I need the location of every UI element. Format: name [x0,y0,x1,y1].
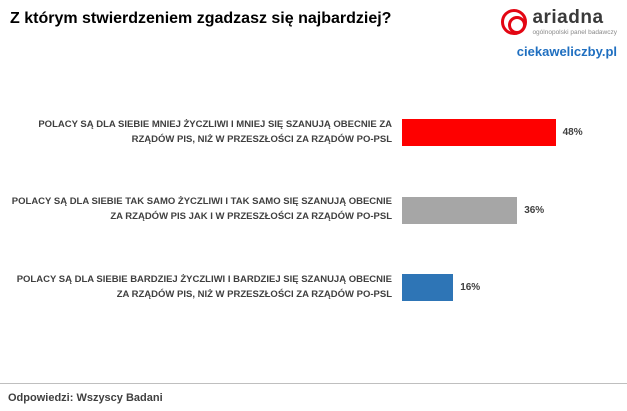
chart-row: POLACY SĄ DLA SIEBIE MNIEJ ŻYCZLIWI I MN… [10,118,617,147]
brand-name: ariadna [532,7,604,28]
logo-row: ariadna ogólnopolski panel badawczy [501,8,617,36]
chart-row: POLACY SĄ DLA SIEBIE TAK SAMO ŻYCZLIWI I… [10,195,617,224]
chart-row: POLACY SĄ DLA SIEBIE BARDZIEJ ŻYCZLIWI I… [10,273,617,302]
ariadna-logo-icon [501,9,528,35]
brand-block: ariadna ogólnopolski panel badawczy ciek… [501,8,617,59]
bar-red [402,119,556,147]
bar-label: POLACY SĄ DLA SIEBIE MNIEJ ŻYCZLIWI I MN… [38,119,392,145]
bar-value-label: 36% [524,204,545,216]
bar-label: POLACY SĄ DLA SIEBIE TAK SAMO ŻYCZLIWI I… [11,196,392,223]
bar-blue [402,274,454,302]
site-link[interactable]: ciekaweliczby.pl [516,44,617,59]
footer-divider [0,383,627,384]
bar-gray [402,196,518,224]
bar-value-label: 16% [460,282,481,294]
bar-track: 16% [402,274,617,302]
bar-track: 48% [402,119,617,147]
footer-answers: Odpowiedzi: Wszyscy Badani [8,392,163,404]
bar-track: 36% [402,196,617,224]
bar-value-label: 48% [562,127,583,139]
brand-subtitle: ogólnopolski panel badawczy [532,29,617,36]
page-title: Z którym stwierdzeniem zgadzasz się najb… [10,10,392,27]
logo-texts: ariadna ogólnopolski panel badawczy [532,8,617,36]
bar-label: POLACY SĄ DLA SIEBIE BARDZIEJ ŻYCZLIWI I… [16,273,392,300]
bar-chart: POLACY SĄ DLA SIEBIE MNIEJ ŻYCZLIWI I MN… [10,118,617,350]
